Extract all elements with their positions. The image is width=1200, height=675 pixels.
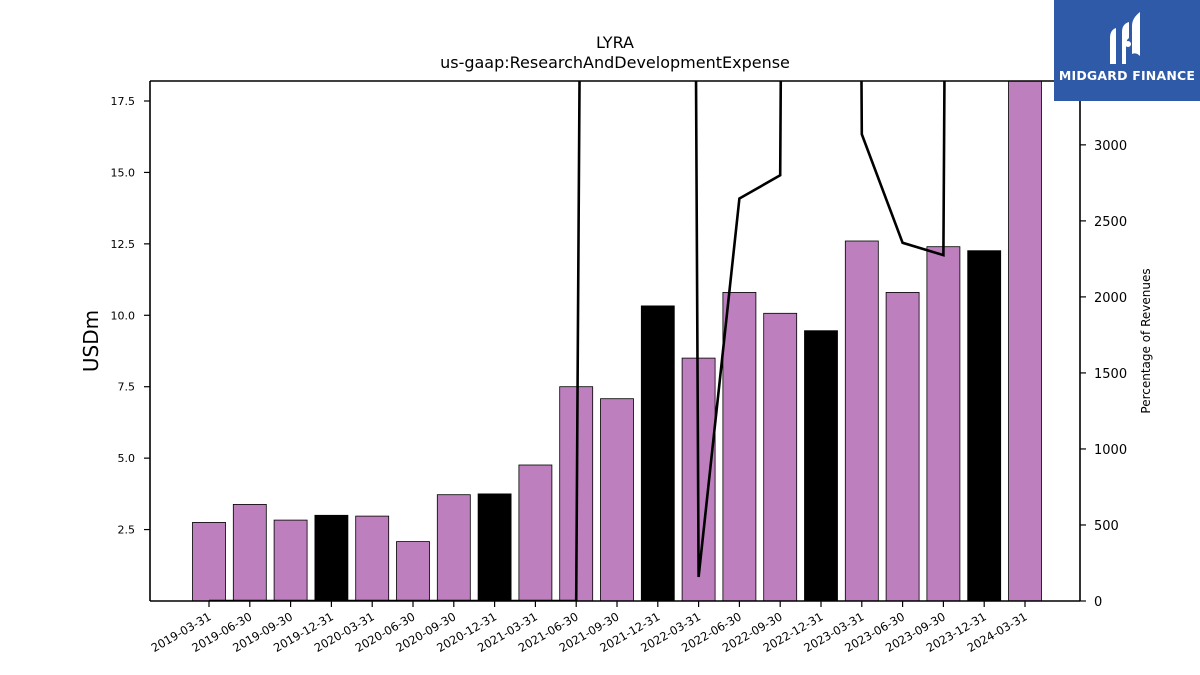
bar-2019-03-31 bbox=[192, 522, 226, 601]
bar-2019-12-31 bbox=[314, 514, 349, 601]
x-axis-ticks: 2019-03-312019-06-302019-09-302019-12-31… bbox=[149, 601, 1030, 655]
right-axis-ticks: 0 500 1000 1500 2000 2500 3000 bbox=[1080, 139, 1127, 610]
bar-2023-06-30 bbox=[885, 291, 920, 601]
logo-mark-icon bbox=[1110, 12, 1140, 64]
bar-2022-09-30 bbox=[763, 312, 798, 601]
y2-axis-label: Percentage of Revenues bbox=[1139, 268, 1153, 413]
bar-2020-09-30 bbox=[436, 494, 471, 601]
bar-2023-03-31 bbox=[844, 240, 879, 601]
bar-2021-12-31 bbox=[640, 305, 675, 601]
right-tick-label: 1000 bbox=[1094, 443, 1127, 458]
bar-2019-09-30 bbox=[273, 519, 308, 601]
left-tick-label: 5.0 bbox=[118, 452, 136, 465]
chart-title: LYRA bbox=[596, 33, 634, 52]
left-tick-label: 15.0 bbox=[111, 166, 136, 179]
right-tick-label: 3000 bbox=[1094, 139, 1127, 154]
left-tick-label: 12.5 bbox=[111, 238, 136, 251]
left-tick-label: 17.5 bbox=[111, 95, 136, 108]
right-tick-label: 1500 bbox=[1094, 367, 1127, 382]
right-tick-label: 0 bbox=[1094, 595, 1102, 610]
bar-2022-12-31 bbox=[804, 330, 838, 601]
bar-2024-03-31 bbox=[1008, 81, 1042, 601]
bar-2021-03-31 bbox=[518, 464, 553, 601]
right-tick-label: 500 bbox=[1094, 519, 1119, 534]
left-tick-label: 10.0 bbox=[111, 309, 136, 322]
brand-logo: MIDGARD FINANCE bbox=[1054, 0, 1200, 101]
left-tick-label: 2.5 bbox=[118, 524, 136, 537]
bars-group bbox=[192, 81, 1042, 601]
bar-2021-09-30 bbox=[600, 398, 634, 601]
y-axis-label: USDm bbox=[79, 310, 103, 372]
bar-2020-06-30 bbox=[396, 541, 430, 601]
bar-2022-06-30 bbox=[722, 291, 757, 601]
bar-2020-12-31 bbox=[477, 493, 512, 601]
right-tick-label: 2500 bbox=[1094, 215, 1127, 230]
logo-text: MIDGARD FINANCE bbox=[1058, 68, 1196, 83]
bar-2023-09-30 bbox=[926, 246, 961, 601]
chart-subtitle: us-gaap:ResearchAndDevelopmentExpense bbox=[440, 53, 790, 72]
axes-group bbox=[149, 80, 1081, 602]
bar-2019-06-30 bbox=[232, 503, 267, 601]
bar-2020-03-31 bbox=[355, 515, 390, 601]
bar-2023-12-31 bbox=[967, 250, 1002, 601]
left-axis-ticks: 2.5 5.0 7.5 10.0 12.5 15.0 17.5 bbox=[111, 95, 150, 537]
right-tick-label: 2000 bbox=[1094, 291, 1127, 306]
left-tick-label: 7.5 bbox=[118, 381, 136, 394]
